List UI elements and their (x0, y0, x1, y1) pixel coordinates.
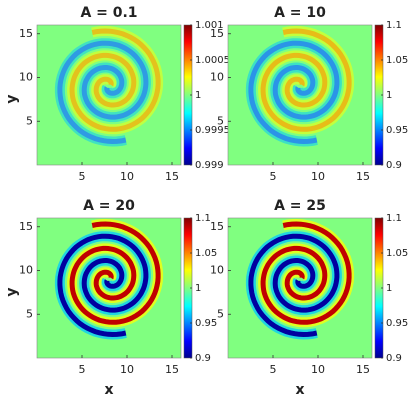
y-tick-label: 5 (26, 114, 33, 127)
y-tick-label: 5 (217, 114, 224, 127)
panel-title: A = 20 (83, 198, 135, 214)
x-tick-label: 10 (120, 363, 134, 376)
colorbar-tick-label: 0.999 (195, 160, 224, 171)
spiral-core-cool (248, 233, 340, 338)
panel-title: A = 25 (274, 198, 326, 214)
colorbar-tick-label: 1 (195, 283, 201, 294)
plot-frame (227, 217, 373, 359)
x-tick-label: 15 (356, 363, 370, 376)
x-tick-label: 15 (165, 363, 179, 376)
colorbar-tick-label: 1.1 (386, 213, 402, 224)
colorbar-tick-label: 1.0005 (195, 55, 230, 66)
heatmap-field (228, 25, 372, 165)
y-tick-label: 15 (19, 27, 33, 40)
colorbar-tick-label: 0.9 (386, 160, 402, 171)
spiral-core-cool (57, 40, 149, 145)
x-tick-label: 5 (270, 363, 277, 376)
plot-frame (227, 24, 373, 166)
heatmap-field (228, 218, 372, 358)
y-tick-label: 10 (210, 71, 224, 84)
panel-title: A = 0.1 (80, 5, 137, 21)
colorbar-tick-label: 1.05 (195, 248, 217, 259)
spiral-core-cool (57, 233, 149, 338)
plot-frame (36, 217, 182, 359)
colorbar-tick-label: 0.9995 (195, 125, 230, 136)
y-tick-label: 10 (19, 264, 33, 277)
colorbar-tick-label: 1 (386, 283, 392, 294)
plot-frame (36, 24, 182, 166)
colorbar-tick-label: 0.95 (195, 318, 217, 329)
y-axis-label: y (4, 94, 20, 103)
colorbar-tick-label: 0.95 (386, 318, 408, 329)
y-tick-label: 5 (217, 307, 224, 320)
spiral-core-warm (69, 28, 161, 132)
x-axis-label: x (104, 382, 113, 398)
y-tick-label: 5 (26, 307, 33, 320)
x-tick-label: 10 (120, 170, 134, 183)
colorbar-tick-label: 1.05 (386, 55, 408, 66)
y-tick-label: 10 (210, 264, 224, 277)
y-tick-label: 10 (19, 71, 33, 84)
spiral-core-cool (248, 40, 340, 145)
panel-title: A = 10 (274, 5, 326, 21)
colorbar-tick-label: 1 (386, 90, 392, 101)
x-tick-label: 15 (356, 170, 370, 183)
heatmap-field (37, 218, 181, 358)
x-tick-label: 15 (165, 170, 179, 183)
spiral-core-warm (260, 28, 352, 132)
x-tick-label: 5 (79, 170, 86, 183)
colorbar-tick-label: 1.001 (195, 20, 224, 31)
x-tick-label: 10 (311, 363, 325, 376)
colorbar-tick-label: 0.9 (195, 353, 211, 364)
heatmap-field (37, 25, 181, 165)
colorbar-tick-label: 1 (195, 90, 201, 101)
y-tick-label: 15 (210, 220, 224, 233)
x-axis-label: x (295, 382, 304, 398)
x-tick-label: 10 (311, 170, 325, 183)
colorbar-tick-label: 0.95 (386, 125, 408, 136)
colorbar-tick-label: 1.1 (386, 20, 402, 31)
y-tick-label: 15 (19, 220, 33, 233)
x-tick-label: 5 (270, 170, 277, 183)
y-axis-label: y (4, 287, 20, 296)
spiral-core-warm (260, 221, 352, 325)
colorbar-tick-label: 0.9 (386, 353, 402, 364)
y-tick-label: 15 (210, 27, 224, 40)
x-tick-label: 5 (79, 363, 86, 376)
colorbar-tick-label: 1.1 (195, 213, 211, 224)
colorbar-tick-label: 1.05 (386, 248, 408, 259)
spiral-core-warm (69, 221, 161, 325)
